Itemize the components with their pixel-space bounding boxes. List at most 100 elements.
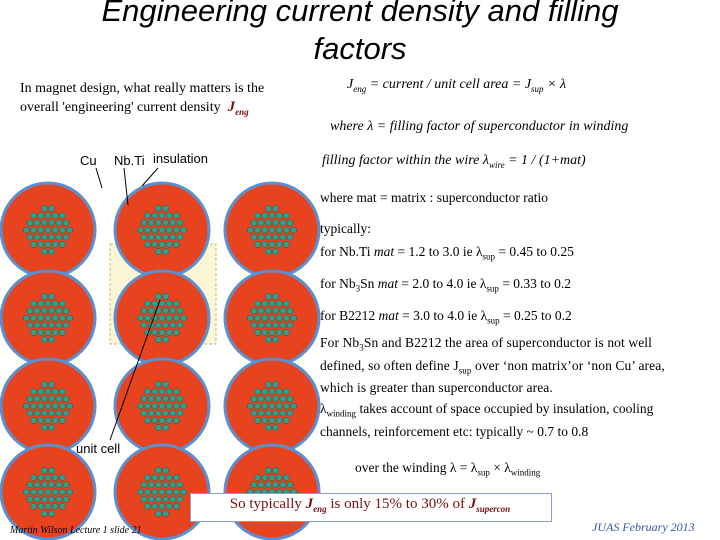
nbti-filament	[55, 233, 63, 241]
nbti-filament	[268, 388, 276, 395]
nbti-filament	[155, 510, 162, 517]
nbti-filament	[176, 219, 184, 227]
nbti-filament	[275, 212, 283, 219]
nbti-filament	[247, 402, 254, 410]
nbti-filament	[26, 409, 34, 417]
wire-cross-section	[113, 181, 211, 279]
nbti-filament	[279, 409, 287, 417]
nbti-filament	[265, 467, 272, 474]
nbti-filament	[275, 329, 283, 336]
nbti-filament	[176, 395, 184, 403]
nb3sn-ratio-line: for Nb3Sn mat = 2.0 to 4.0 ie λsup = 0.3…	[320, 276, 572, 294]
nbti-filament	[44, 300, 52, 307]
nbti-filament	[30, 300, 37, 307]
nbti-filament	[55, 409, 63, 417]
label-unit-cell: unit cell	[76, 441, 121, 456]
nbti-filament	[48, 424, 55, 431]
nbti-filament	[265, 205, 272, 212]
nbti-filament	[265, 424, 272, 431]
nbti-filament	[140, 481, 148, 489]
nbti-filament	[265, 381, 272, 388]
nbti-filament	[254, 402, 261, 410]
nbti-filament	[275, 314, 283, 322]
nbti-filament	[265, 409, 272, 417]
nbti-filament	[169, 321, 177, 329]
nbti-filament	[41, 395, 48, 403]
nbti-filament	[155, 233, 162, 241]
nbti-filament	[279, 219, 287, 227]
nbti-filament	[26, 233, 34, 241]
nbti-filament	[165, 241, 173, 248]
nbti-filament	[176, 495, 184, 503]
equation-wire: filling factor within the wire λwire = 1…	[322, 153, 586, 170]
author-credit: Martin Wilson Lecture 1 slide 21	[10, 525, 142, 536]
typically-label: typically:	[320, 221, 371, 236]
nbti-filament	[144, 503, 151, 510]
nbti-filament	[162, 495, 169, 503]
nbti-filament	[37, 314, 45, 322]
nbti-filament	[286, 395, 294, 403]
nbti-filament	[275, 300, 283, 307]
nbti-filament	[265, 293, 272, 300]
nbti-filament	[173, 314, 180, 322]
nbti-filament	[173, 402, 180, 410]
nbti-filament	[37, 226, 45, 234]
nbti-filament	[48, 336, 55, 343]
nbti-filament	[41, 409, 48, 417]
nbti-filament	[140, 219, 148, 227]
nbti-filament	[158, 503, 166, 510]
label-nbti: Nb.Ti	[114, 153, 145, 168]
nbti-filament	[176, 481, 184, 489]
nbti-filament	[286, 481, 294, 489]
nbti-filament	[66, 488, 73, 496]
nbti-filament	[44, 417, 52, 424]
nbti-filament	[180, 402, 187, 410]
nbti-filament	[151, 241, 159, 248]
nbti-filament	[48, 495, 55, 503]
nbti-filament	[151, 488, 159, 496]
nbti-filament	[144, 402, 151, 410]
nbti-filament	[51, 402, 59, 410]
nbti-filament	[173, 226, 180, 234]
nbti-filament	[275, 417, 283, 424]
nbti-filament	[41, 321, 48, 329]
nbti-filament	[37, 503, 45, 510]
nbti-filament	[59, 226, 66, 234]
nbti-filament	[158, 402, 166, 410]
nbti-filament	[250, 233, 258, 241]
wire-cross-section	[0, 443, 97, 540]
nbti-filament	[268, 212, 276, 219]
nbti-filament	[59, 314, 66, 322]
wire-cross-section	[113, 357, 211, 455]
nbti-filament	[59, 474, 66, 481]
nbti-filament	[30, 226, 37, 234]
non-matrix-paragraph: For Nb3Sn and B2212 the area of supercon…	[320, 335, 665, 396]
nbti-filament	[265, 481, 272, 489]
nbti-filament	[162, 510, 169, 517]
nbti-filament	[48, 307, 55, 315]
nbti-filament	[23, 226, 30, 234]
nbti-filament	[137, 402, 144, 410]
nbti-filament	[155, 205, 162, 212]
nbti-filament	[158, 314, 166, 322]
nbti-filament	[55, 481, 63, 489]
nbti-filament	[151, 300, 159, 307]
nbti-filament	[144, 226, 151, 234]
nbti-filament	[173, 503, 180, 510]
nbti-filament	[26, 321, 34, 329]
nbti-filament	[165, 388, 173, 395]
nbti-filament	[137, 226, 144, 234]
nbti-filament	[59, 212, 66, 219]
nbti-filament	[286, 321, 294, 329]
nbti-filament	[144, 241, 151, 248]
nbti-filament	[44, 388, 52, 395]
nbti-filament	[265, 248, 272, 255]
nbti-filament	[272, 219, 279, 227]
nbti-filament	[144, 417, 151, 424]
nbti-filament	[250, 395, 258, 403]
nbti-filament	[48, 321, 55, 329]
nbti-filament	[169, 481, 177, 489]
nbti-filament	[155, 248, 162, 255]
nbti-filament	[283, 314, 290, 322]
nbti-filament	[268, 226, 276, 234]
